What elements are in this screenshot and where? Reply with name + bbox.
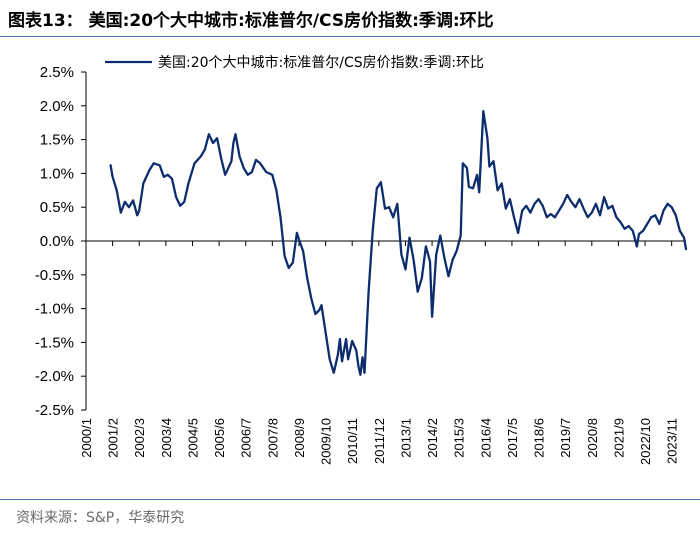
x-tick-label: 2004/5 xyxy=(185,418,200,458)
title-rule xyxy=(0,36,700,37)
source-note: 资料来源：S&P，华泰研究 xyxy=(16,510,185,526)
x-tick-label: 2001/2 xyxy=(106,418,121,458)
figure-title: 图表13： 美国:20个大中城市:标准普尔/CS房价指数:季调:环比 xyxy=(8,11,494,31)
series-line xyxy=(109,110,688,376)
y-tick-label: 2.0% xyxy=(40,98,74,115)
line-chart: 2.5% 2.0% 1.5% 1.0% 0.5% 0.0% -0.5% -1.0% -1.5% -… xyxy=(35,54,688,465)
footer-rule xyxy=(0,499,700,500)
x-tick-label: 2010/11 xyxy=(345,418,360,464)
x-tick-label: 2015/3 xyxy=(452,418,467,458)
y-tick-label: -1.5% xyxy=(35,334,74,351)
y-tick-label: -2.0% xyxy=(35,368,74,385)
x-tick-label: 2023/11 xyxy=(665,418,680,464)
y-tick-label: 0.0% xyxy=(40,233,74,250)
legend-label: 美国:20个大中城市:标准普尔/CS房价指数:季调:环比 xyxy=(158,54,484,71)
x-tick-label: 2009/10 xyxy=(319,418,334,465)
y-axis: 2.5% 2.0% 1.5% 1.0% 0.5% 0.0% -0.5% -1.0% -1.5% -… xyxy=(35,64,87,419)
x-tick-label: 2017/5 xyxy=(505,418,520,458)
x-tick-label: 2000/1 xyxy=(79,418,94,458)
x-tick-label: 2016/4 xyxy=(478,418,493,458)
legend: 美国:20个大中城市:标准普尔/CS房价指数:季调:环比 xyxy=(105,54,484,71)
x-tick-label: 2019/7 xyxy=(558,418,573,458)
x-tick-label: 2005/6 xyxy=(212,418,227,458)
x-axis: 2000/1 2001/2 2002/3 2003/4 2004/5 2005/6 2006… xyxy=(79,240,686,465)
y-tick-label: 2.5% xyxy=(40,64,74,81)
x-tick-label: 2022/10 xyxy=(638,418,653,465)
x-tick-label: 2021/9 xyxy=(611,418,626,458)
x-tick-label: 2018/6 xyxy=(532,418,547,458)
series-layer xyxy=(109,110,688,376)
y-tick-label: 0.5% xyxy=(40,199,74,216)
x-tick-label: 2013/1 xyxy=(398,418,413,458)
y-tick-label: -1.0% xyxy=(35,301,74,318)
x-tick-label: 2006/7 xyxy=(239,418,254,458)
y-tick-label: 1.5% xyxy=(40,132,74,149)
x-tick-label: 2020/8 xyxy=(585,418,600,458)
x-tick-label: 2003/4 xyxy=(159,418,174,458)
y-tick-label: 1.0% xyxy=(40,165,74,182)
y-tick-label: -2.5% xyxy=(35,402,74,419)
x-tick-label: 2011/12 xyxy=(372,418,387,464)
y-tick-label: -0.5% xyxy=(35,267,74,284)
x-tick-label: 2014/2 xyxy=(425,418,440,458)
x-tick-label: 2002/3 xyxy=(132,418,147,458)
x-tick-label: 2008/9 xyxy=(292,418,307,458)
x-tick-label: 2007/8 xyxy=(265,418,280,458)
